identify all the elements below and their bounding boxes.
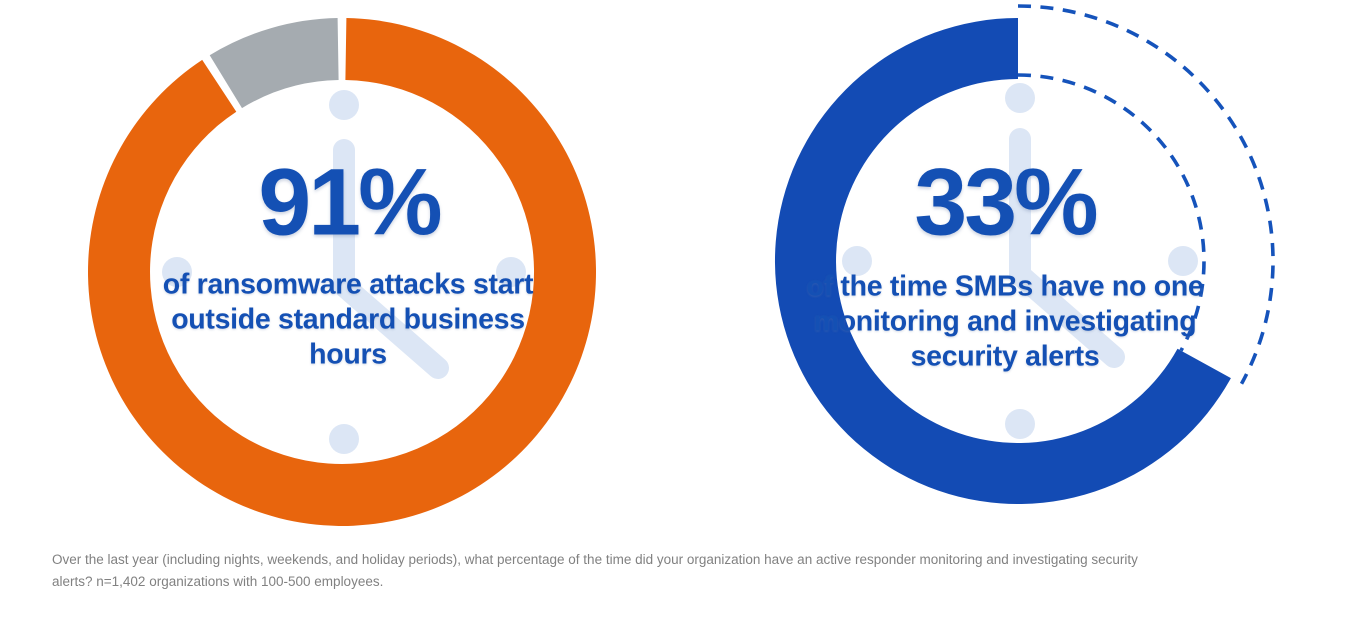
left-donut-description-line-3: hours [309,338,387,371]
left-clock-marker-dot [329,424,359,454]
left-clock-marker-dot [496,257,526,287]
left-clock-hour-hand-icon [333,275,449,379]
left-donut-description-line-1: of ransomware attacks start [162,268,534,301]
right-donut-headline: 33% [914,149,1098,256]
right-donut-description: of the time SMBs have no one monitoring … [807,270,1204,375]
right-clock-marker-dot [1005,409,1035,439]
right-donut-dashed-inner-arc [1017,73,1206,352]
right-clock-marker-dot [1168,246,1198,276]
left-donut-description: of ransomware attacks start outside stan… [162,268,534,373]
right-donut-description-line-1: of the time SMBs have no one [806,270,1204,303]
right-clock-marker-dot [1005,83,1035,113]
right-donut-dashed-outer-arc [1017,4,1275,385]
right-donut-description-line-2: monitoring and investigating [813,305,1197,338]
left-clock-marker-dot [162,257,192,287]
caption-line-1: Over the last year (including nights, we… [52,552,1138,567]
left-donut-description-line-2: outside standard business [171,303,525,336]
left-donut-slice-2 [209,18,339,109]
right-clock-marker-dot [842,246,872,276]
survey-question-caption: Over the last year (including nights, we… [52,549,1138,592]
left-donut-headline: 91% [258,149,442,256]
caption-line-2: alerts? n=1,402 organizations with 100-5… [52,573,384,589]
left-clock-marker-dot [329,90,359,120]
right-clock-hour-hand-icon [1009,264,1125,368]
right-donut-description-line-3: security alerts [910,340,1100,373]
